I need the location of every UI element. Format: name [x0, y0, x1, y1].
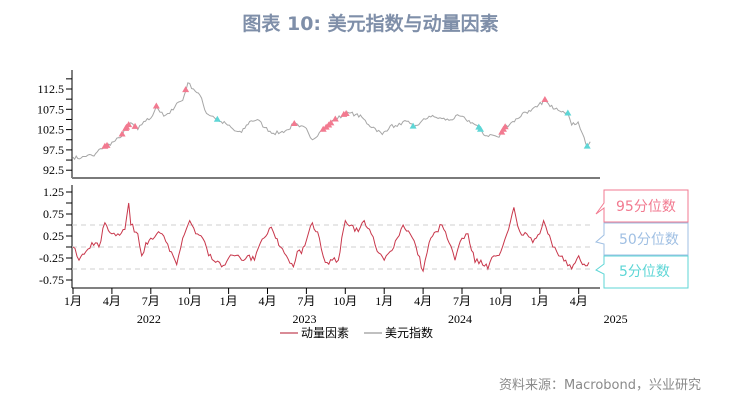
x-tick-label: 4月: [414, 294, 432, 308]
legend-dxy-label: 美元指数: [385, 325, 433, 340]
marker-5: [564, 109, 572, 116]
momentum-plot: [72, 202, 590, 273]
x-tick-label: 1月: [375, 294, 393, 308]
y-tick-label: 107.5: [37, 102, 64, 116]
callout-50-box: [594, 222, 689, 256]
x-tick-label: 7月: [142, 294, 160, 308]
year-label: 2025: [604, 312, 628, 326]
y-tick-label: 112.5: [37, 82, 64, 96]
marker-95: [103, 141, 111, 148]
year-label: 2022: [137, 312, 161, 326]
x-tick-label: 7月: [453, 294, 471, 308]
x-tick-label: 7月: [297, 294, 315, 308]
legend: 动量因素 美元指数: [280, 325, 433, 340]
callout-95-label: 95分位数: [616, 199, 676, 215]
x-tick-label: 4月: [570, 294, 588, 308]
y-tick-label: 97.5: [43, 143, 64, 157]
x-tick-label: 10月: [489, 294, 513, 308]
percentile-callouts: 95分位数 50分位数 5分位数: [594, 189, 689, 289]
year-label: 2024: [448, 312, 472, 326]
marker-5: [213, 115, 221, 122]
y-tick-label: 102.5: [37, 123, 64, 137]
marker-95: [541, 95, 549, 102]
callout-95-box: [595, 189, 689, 223]
y-tick-label: 0.25: [43, 229, 64, 243]
marker-95: [131, 122, 139, 129]
marker-5: [583, 142, 591, 149]
year-label: 2023: [292, 312, 316, 326]
y-tick-label: -0.25: [39, 251, 64, 265]
chart-title: 图表 10: 美元指数与动量因素: [242, 13, 499, 35]
marker-95: [342, 110, 350, 117]
dxy-plot: [72, 82, 591, 161]
marker-95: [125, 121, 133, 128]
x-tick-label: 10月: [178, 294, 202, 308]
x-tick-label: 4月: [103, 294, 121, 308]
marker-95: [501, 123, 509, 130]
callout-5-label: 5分位数: [619, 264, 670, 280]
marker-95: [290, 119, 298, 126]
callout-50-label: 50分位数: [619, 232, 679, 248]
source-note: 资料来源：Macrobond，兴业研究: [498, 378, 701, 393]
momentum-line: [72, 202, 590, 273]
dxy-y-axis: 112.5 107.5 102.5 97.5 92.5: [37, 70, 600, 179]
marker-95: [182, 86, 190, 93]
x-tick-label: 10月: [333, 294, 357, 308]
marker-5: [476, 125, 484, 132]
y-tick-label: 0.75: [43, 207, 64, 221]
legend-momentum-label: 动量因素: [301, 326, 349, 340]
marker-95: [331, 115, 339, 122]
x-tick-label: 1月: [64, 294, 82, 308]
x-axis: 1月 4月 7月 10月 1月 4月 7月 10月 1月 4月 7月 10月 1月 4月 2022 2023 2…: [64, 287, 628, 326]
x-tick-label: 4月: [258, 294, 276, 308]
marker-95: [319, 125, 327, 132]
marker-5: [409, 122, 417, 129]
momentum-y-axis: 1.25 0.75 0.25 -0.25 -0.75: [39, 185, 590, 288]
y-tick-label: 92.5: [43, 163, 64, 177]
y-tick-label: 1.25: [43, 185, 64, 199]
x-tick-label: 1月: [531, 294, 549, 308]
marker-95: [118, 130, 126, 137]
x-tick-label: 1月: [220, 294, 238, 308]
callout-5-box: [595, 255, 689, 289]
marker-95: [152, 102, 160, 109]
marker-95: [327, 119, 335, 126]
y-tick-label: -0.75: [39, 273, 64, 287]
